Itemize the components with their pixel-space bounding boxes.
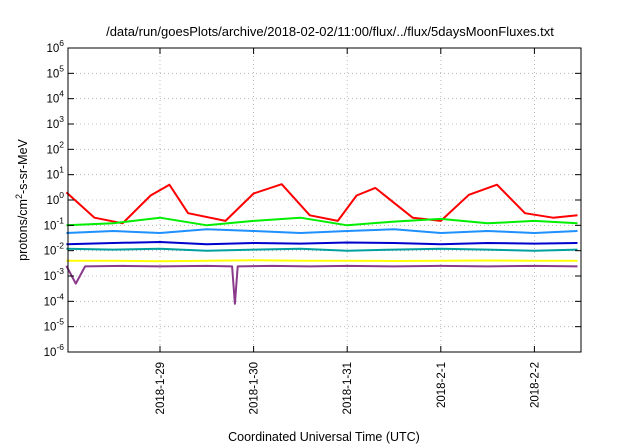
y-tick-label: 10-4 xyxy=(44,291,65,308)
y-tick-base: 10 xyxy=(46,68,59,80)
y-tick-label: 104 xyxy=(46,89,64,106)
y-tick-label: 10-3 xyxy=(44,266,65,283)
series-line-3 xyxy=(66,228,578,234)
x-tick-label: 2018-2-1 xyxy=(436,362,448,408)
y-axis-label-main: protons/cm xyxy=(16,199,30,261)
y-tick-exp: 6 xyxy=(59,38,64,48)
y-tick-base: 10 xyxy=(46,94,59,106)
series-line-2 xyxy=(66,216,578,227)
series-line-7 xyxy=(65,264,578,305)
y-tick-exp: 5 xyxy=(59,63,64,73)
y-tick-base: 10 xyxy=(44,296,57,308)
y-tick-label: 10-1 xyxy=(44,215,65,232)
y-tick-exp: 2 xyxy=(59,139,64,149)
y-tick-exp: 0 xyxy=(59,190,64,200)
y-tick-exp: -2 xyxy=(56,241,64,251)
y-tick-exp: -5 xyxy=(56,317,64,327)
y-tick-exp: -4 xyxy=(56,291,64,301)
series-group xyxy=(65,183,578,305)
y-axis: 10610510410310210110010-110-210-310-410-… xyxy=(44,38,581,359)
x-tick-label: 2018-1-29 xyxy=(155,362,167,414)
y-axis-label-sup: 2 xyxy=(14,194,24,199)
x-axis-label: Coordinated Universal Time (UTC) xyxy=(228,430,420,444)
y-tick-exp: -6 xyxy=(56,342,64,352)
x-tick-label: 2018-1-30 xyxy=(249,362,261,414)
y-tick-base: 10 xyxy=(46,195,59,207)
y-tick-base: 10 xyxy=(46,43,59,55)
y-tick-label: 10-5 xyxy=(44,317,65,334)
y-tick-label: 10-2 xyxy=(44,241,65,258)
y-tick-base: 10 xyxy=(44,322,57,334)
y-tick-base: 10 xyxy=(44,271,57,283)
y-tick-exp: 1 xyxy=(59,165,64,175)
y-tick-base: 10 xyxy=(46,170,59,182)
y-tick-label: 103 xyxy=(46,114,64,131)
y-tick-label: 105 xyxy=(46,63,64,80)
series-line-6 xyxy=(66,259,578,263)
y-tick-base: 10 xyxy=(44,220,57,232)
x-axis: 2018-1-29 2018-1-30 2018-1-31 2018-2-1 2018-… xyxy=(155,48,541,414)
y-tick-label: 106 xyxy=(46,38,64,55)
y-tick-exp: -3 xyxy=(56,266,64,276)
y-tick-label: 10-6 xyxy=(44,342,65,359)
y-tick-label: 101 xyxy=(46,165,64,182)
y-axis-label-rest: -s-sr-MeV xyxy=(16,138,30,194)
y-tick-label: 102 xyxy=(46,139,64,156)
series-line-1 xyxy=(65,183,578,225)
chart-title: /data/run/goesPlots/archive/2018-02-02/1… xyxy=(106,24,554,39)
y-tick-base: 10 xyxy=(44,347,57,359)
y-tick-exp: -1 xyxy=(56,215,64,225)
y-axis-label: protons/cm2-s-sr-MeV xyxy=(14,138,30,260)
y-tick-exp: 4 xyxy=(59,89,64,99)
x-tick-label: 2018-2-2 xyxy=(529,362,541,408)
series-line-4 xyxy=(66,241,578,246)
y-tick-base: 10 xyxy=(46,144,59,156)
x-tick-label: 2018-1-31 xyxy=(342,362,354,414)
y-tick-base: 10 xyxy=(46,119,59,131)
y-tick-label: 100 xyxy=(46,190,64,207)
y-tick-exp: 3 xyxy=(59,114,64,124)
series-line-5 xyxy=(66,247,578,252)
y-tick-base: 10 xyxy=(44,246,57,258)
